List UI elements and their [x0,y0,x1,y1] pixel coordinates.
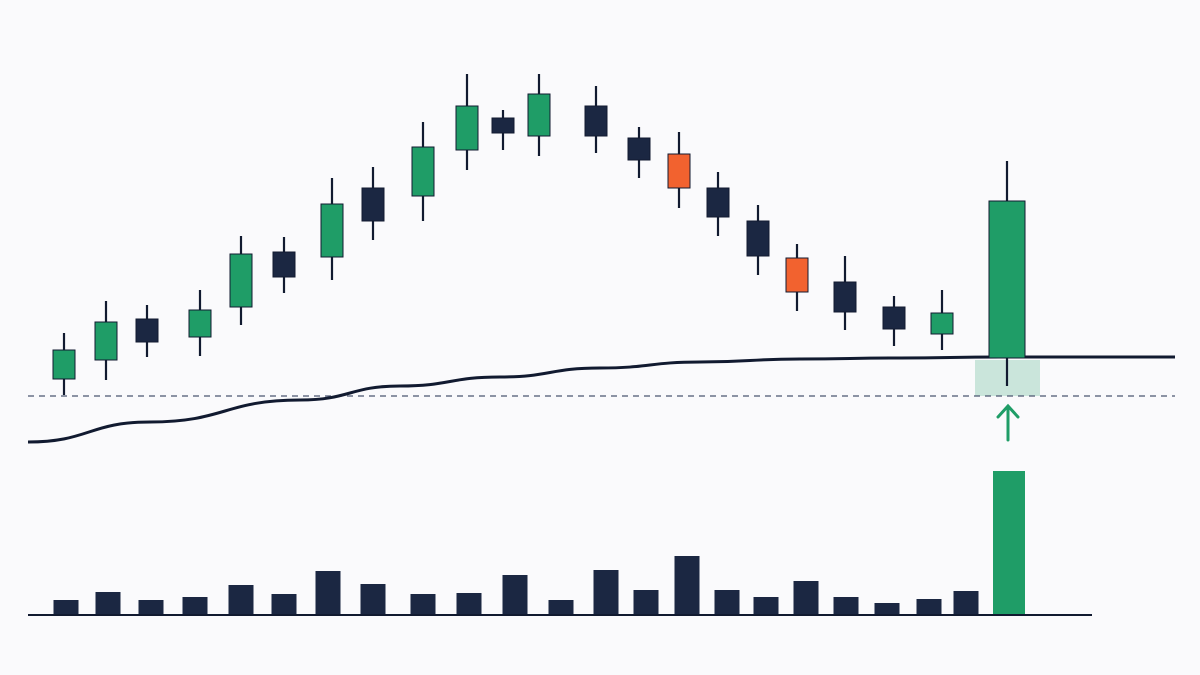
candle-body [627,137,651,161]
volume-bar [95,592,121,615]
candle-body [746,220,770,257]
volume-bar [53,600,79,615]
volume-bar [633,590,659,615]
candle-body [584,105,608,137]
candle-body [135,318,159,343]
volume-bar [674,556,700,615]
moving-average [27,355,1175,444]
candle-body [455,105,479,151]
breakout-arrow [996,403,1020,442]
volume-bar [410,594,436,615]
candle-body [52,349,76,380]
arrow-head [996,403,1020,419]
volume-bar [753,597,779,615]
volume-bar [874,603,900,615]
volume-bar [993,471,1025,615]
candle-body [882,306,906,330]
candle-body [785,257,809,293]
candle-body [94,321,118,361]
volume-bar [360,584,386,615]
volume-bar [502,575,528,615]
candle-body [361,187,385,222]
volume-bar [182,597,208,615]
candle-body [188,309,212,338]
volume-bar [916,599,942,615]
volume-bar [271,594,297,615]
candle-body [320,203,344,258]
candle-body [930,312,954,335]
volume-bar [548,600,574,615]
volume-bar [793,581,819,615]
candle-body [272,251,296,278]
candle-body [527,93,551,137]
candle-body [491,117,515,134]
candle-body [833,281,857,313]
volume-bar [953,591,979,615]
volume-bar [714,590,740,615]
volume-bar [456,593,482,615]
volume-bar [228,585,254,615]
volume-bar [833,597,859,615]
volume-bar [138,600,164,615]
volume-bar [593,570,619,615]
candle-body [411,146,435,197]
candle-body [706,187,730,218]
candle-body [988,200,1026,359]
volume-bar [315,571,341,615]
candle-body [229,253,253,308]
candle-body [667,153,691,189]
